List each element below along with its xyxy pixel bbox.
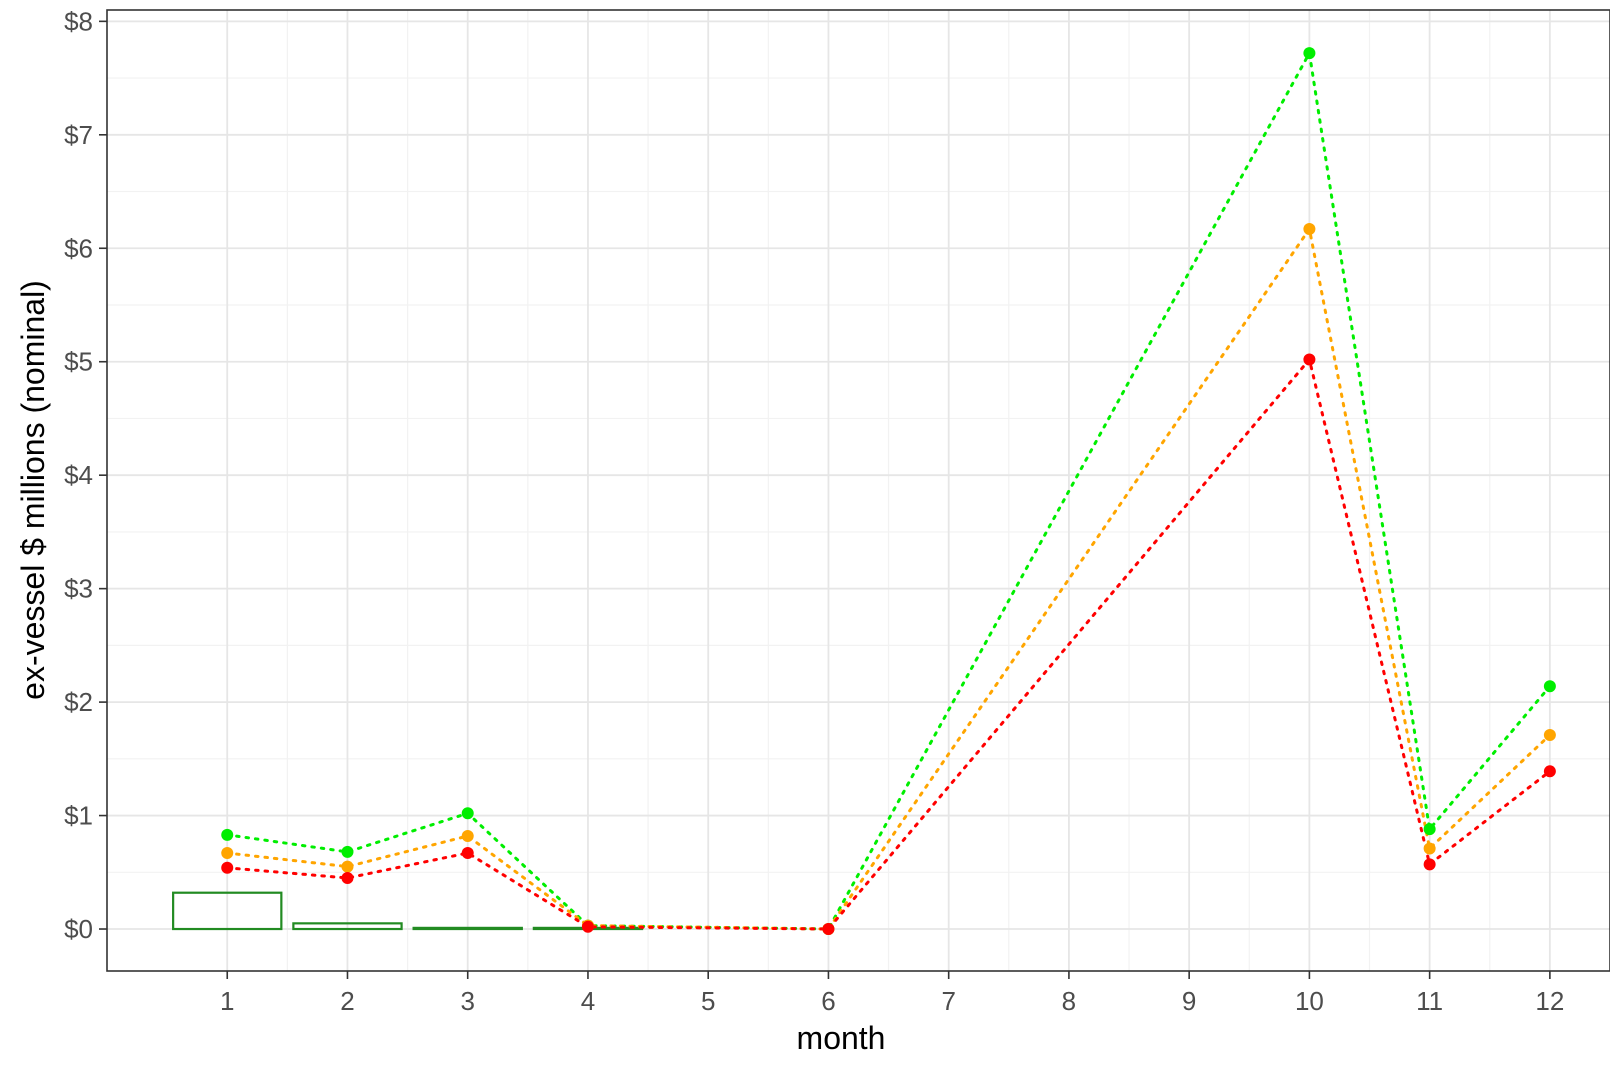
bar-month-3	[412, 926, 523, 931]
data-point	[1423, 842, 1436, 855]
x-tick-label: 9	[1182, 986, 1196, 1016]
data-point	[1423, 858, 1436, 871]
data-point	[461, 847, 474, 860]
y-tick-label: $6	[64, 233, 93, 263]
y-axis-title: ex-vessel $ millions (nominal)	[15, 280, 51, 700]
data-point	[581, 920, 594, 933]
x-axis: 1 2 3 4 5 6 7 8 9 10 11 12	[220, 971, 1564, 1016]
y-tick-label: $3	[64, 574, 93, 604]
data-point	[341, 845, 354, 858]
x-tick-label: 5	[701, 986, 715, 1016]
data-point	[1543, 680, 1556, 693]
data-point	[221, 861, 234, 874]
data-point	[341, 860, 354, 873]
y-tick-label: $4	[64, 460, 93, 490]
x-tick-label: 8	[1062, 986, 1076, 1016]
data-point	[341, 871, 354, 884]
data-point	[1303, 353, 1316, 366]
x-tick-label: 4	[581, 986, 595, 1016]
line-layer	[225, 48, 1552, 931]
y-tick-label: $5	[64, 347, 93, 377]
data-point	[221, 847, 234, 860]
data-point	[1423, 823, 1436, 836]
bar-month-2	[292, 922, 403, 931]
y-tick-label: $7	[64, 120, 93, 150]
bar-month-1	[172, 891, 283, 931]
series-line-3	[225, 356, 1552, 931]
x-tick-label: 2	[340, 986, 354, 1016]
x-tick-label: 6	[821, 986, 835, 1016]
panel-background	[107, 10, 1610, 971]
data-point	[1303, 47, 1316, 60]
x-tick-label: 1	[220, 986, 234, 1016]
x-tick-label: 10	[1295, 986, 1324, 1016]
x-tick-label: 3	[460, 986, 474, 1016]
y-tick-label: $1	[64, 801, 93, 831]
point-layer	[221, 47, 1556, 936]
data-point	[1543, 765, 1556, 778]
data-point	[1543, 729, 1556, 742]
y-tick-label: $2	[64, 687, 93, 717]
x-tick-label: 7	[941, 986, 955, 1016]
panel-border	[106, 9, 1610, 972]
data-point	[461, 807, 474, 820]
x-tick-label: 12	[1535, 986, 1564, 1016]
data-point	[461, 829, 474, 842]
y-tick-label: $0	[64, 914, 93, 944]
y-axis: $0 $1 $2 $3 $4 $5 $6 $7 $8	[64, 6, 107, 944]
data-point	[822, 923, 835, 936]
data-point	[221, 828, 234, 841]
x-tick-label: 11	[1416, 986, 1443, 1016]
x-axis-title: month	[797, 1020, 886, 1056]
data-point	[1303, 222, 1316, 235]
y-tick-label: $8	[64, 6, 93, 36]
minor-grid	[107, 10, 1610, 971]
